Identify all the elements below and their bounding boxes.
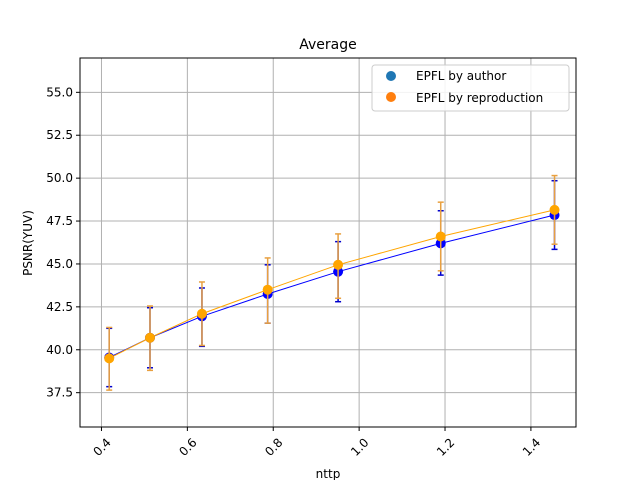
data-point <box>333 259 344 270</box>
legend-label-reproduction: EPFL by reproduction <box>416 91 543 105</box>
data-point <box>262 284 273 295</box>
y-tick-label: 47.5 <box>46 214 73 228</box>
data-point <box>549 204 560 215</box>
data-point <box>196 308 207 319</box>
data-point <box>144 332 155 343</box>
data-point <box>435 231 446 242</box>
legend-box <box>371 64 570 112</box>
series-layer <box>104 174 560 391</box>
legend: EPFL by author EPFL by reproduction <box>371 64 570 112</box>
y-axis-label: PSNR(YUV) <box>21 210 35 276</box>
y-tick-label: 45.0 <box>46 257 73 271</box>
legend-label-author: EPFL by author <box>416 69 506 83</box>
series-reproduction <box>104 174 560 391</box>
x-axis-label: nttp <box>316 467 341 480</box>
y-tick-label: 52.5 <box>46 128 73 142</box>
data-point <box>104 353 115 364</box>
y-tick-label: 55.0 <box>46 85 73 99</box>
y-tick-label: 50.0 <box>46 171 73 185</box>
y-tick-label: 37.5 <box>46 386 73 400</box>
y-tick-label: 42.5 <box>46 300 73 314</box>
chart-title: Average <box>299 37 357 53</box>
legend-marker-author <box>386 71 396 81</box>
y-tick-label: 40.0 <box>46 343 73 357</box>
plot-area-frame <box>79 57 577 428</box>
legend-marker-reproduction <box>386 92 396 102</box>
grid <box>80 58 576 427</box>
